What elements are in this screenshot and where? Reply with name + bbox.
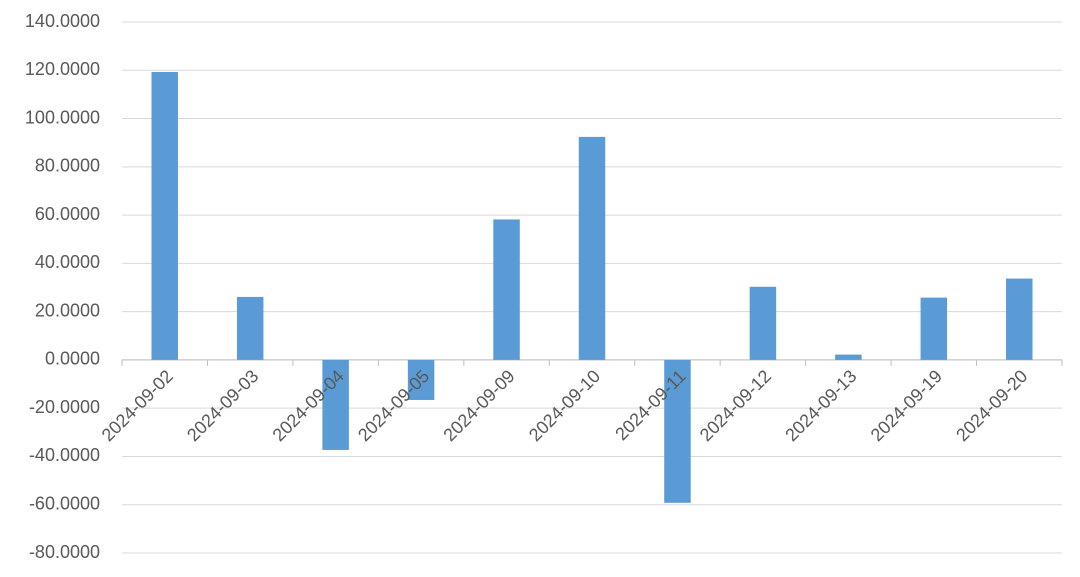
bar [749, 286, 777, 360]
y-tick-label: 100.0000 [25, 107, 100, 127]
y-tick-label: -20.0000 [29, 397, 100, 417]
y-tick-label: -40.0000 [29, 445, 100, 465]
x-tick-label: 2024-09-13 [781, 366, 860, 445]
x-tick-label: 2024-09-12 [696, 366, 775, 445]
bar [236, 296, 264, 360]
x-tick-label: 2024-09-20 [952, 366, 1031, 445]
bar [835, 354, 862, 360]
bar [493, 219, 520, 360]
y-tick-label: 40.0000 [35, 252, 100, 272]
bar [578, 136, 606, 360]
y-tick-label: 120.0000 [25, 59, 100, 79]
bar [920, 297, 948, 360]
y-tick-label: 80.0000 [35, 156, 100, 176]
x-tick-label: 2024-09-05 [354, 366, 433, 445]
x-tick-label: 2024-09-19 [867, 366, 946, 445]
bar [322, 359, 349, 450]
y-tick-label: 20.0000 [35, 300, 100, 320]
bar [151, 71, 178, 360]
bar [664, 359, 691, 503]
x-tick-label: 2024-09-03 [183, 366, 262, 445]
y-tick-label: -60.0000 [29, 493, 100, 513]
x-tick-label: 2024-09-02 [98, 366, 177, 445]
y-tick-label: 60.0000 [35, 204, 100, 224]
y-tick-label: 0.0000 [45, 349, 100, 369]
x-tick-label: 2024-09-09 [439, 366, 518, 445]
y-tick-label: 140.0000 [25, 11, 100, 31]
x-tick-label: 2024-09-10 [525, 366, 604, 445]
bar [1006, 278, 1033, 360]
bar [407, 359, 435, 400]
y-tick-label: -80.0000 [29, 542, 100, 562]
